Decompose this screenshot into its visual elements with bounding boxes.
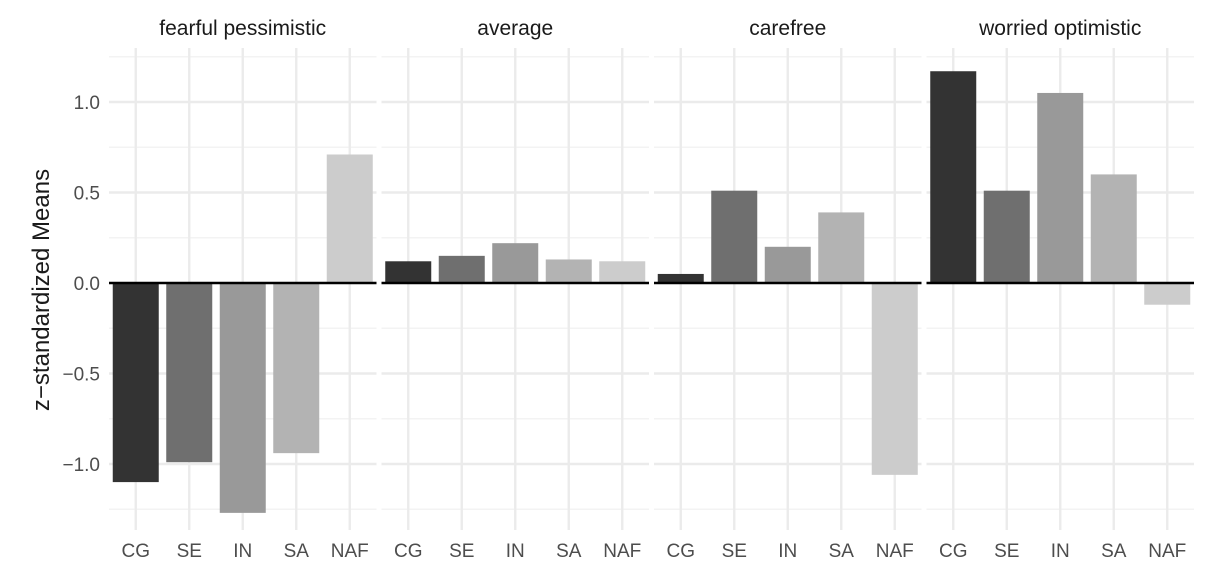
bar-sa <box>818 212 865 283</box>
x-tick-label: CG <box>939 541 968 562</box>
x-tick-label: IN <box>233 541 252 562</box>
x-tick-label: SE <box>994 541 1019 562</box>
bar-in <box>219 283 266 513</box>
bars-layer <box>112 71 1191 513</box>
bar-cg <box>385 261 432 283</box>
x-tick-label: IN <box>778 541 797 562</box>
x-tick-label: NAF <box>331 541 369 562</box>
y-tick-label: −0.5 <box>62 365 100 386</box>
labels-layer: 1.0 0.5 0.0 −0.5 −1.0 fearful pessimistic CG SE… <box>62 17 1186 562</box>
y-axis-title: z−standardized Means <box>28 169 55 411</box>
y-tick-label: 1.0 <box>74 93 100 114</box>
x-tick-label: IN <box>1051 541 1070 562</box>
x-tick-label: SE <box>177 541 202 562</box>
bar-cg <box>930 71 977 283</box>
bar-cg <box>112 283 159 483</box>
bar-se <box>711 190 758 283</box>
bar-cg <box>657 273 704 283</box>
bar-sa <box>1090 174 1137 283</box>
x-tick-label: NAF <box>876 541 914 562</box>
bar-naf <box>326 154 373 283</box>
x-tick-label: SE <box>722 541 747 562</box>
x-tick-label: CG <box>667 541 696 562</box>
facet-title: carefree <box>749 17 826 40</box>
bar-naf <box>599 261 646 283</box>
x-tick-label: NAF <box>603 541 641 562</box>
x-tick-label: SE <box>449 541 474 562</box>
bar-naf <box>1144 283 1191 305</box>
facet-title: fearful pessimistic <box>159 17 326 40</box>
y-tick-label: −1.0 <box>62 455 100 476</box>
facet-title: worried optimistic <box>978 17 1141 40</box>
bar-se <box>166 283 213 463</box>
bar-se <box>438 255 485 283</box>
x-tick-label: IN <box>506 541 525 562</box>
bar-naf <box>871 283 918 475</box>
bar-in <box>492 243 539 283</box>
facet-title: average <box>477 17 553 40</box>
x-tick-label: SA <box>556 541 582 562</box>
bar-in <box>764 246 811 283</box>
y-tick-label: 0.5 <box>74 184 100 205</box>
bar-se <box>983 190 1030 283</box>
bar-sa <box>545 259 592 283</box>
x-tick-label: CG <box>394 541 423 562</box>
x-tick-label: SA <box>829 541 855 562</box>
bar-sa <box>273 283 320 454</box>
y-tick-label: 0.0 <box>74 274 100 295</box>
x-tick-label: SA <box>1101 541 1127 562</box>
x-tick-label: SA <box>284 541 310 562</box>
grid-layer <box>109 48 1194 530</box>
x-tick-label: NAF <box>1148 541 1186 562</box>
x-tick-label: CG <box>122 541 151 562</box>
bar-in <box>1037 92 1084 283</box>
